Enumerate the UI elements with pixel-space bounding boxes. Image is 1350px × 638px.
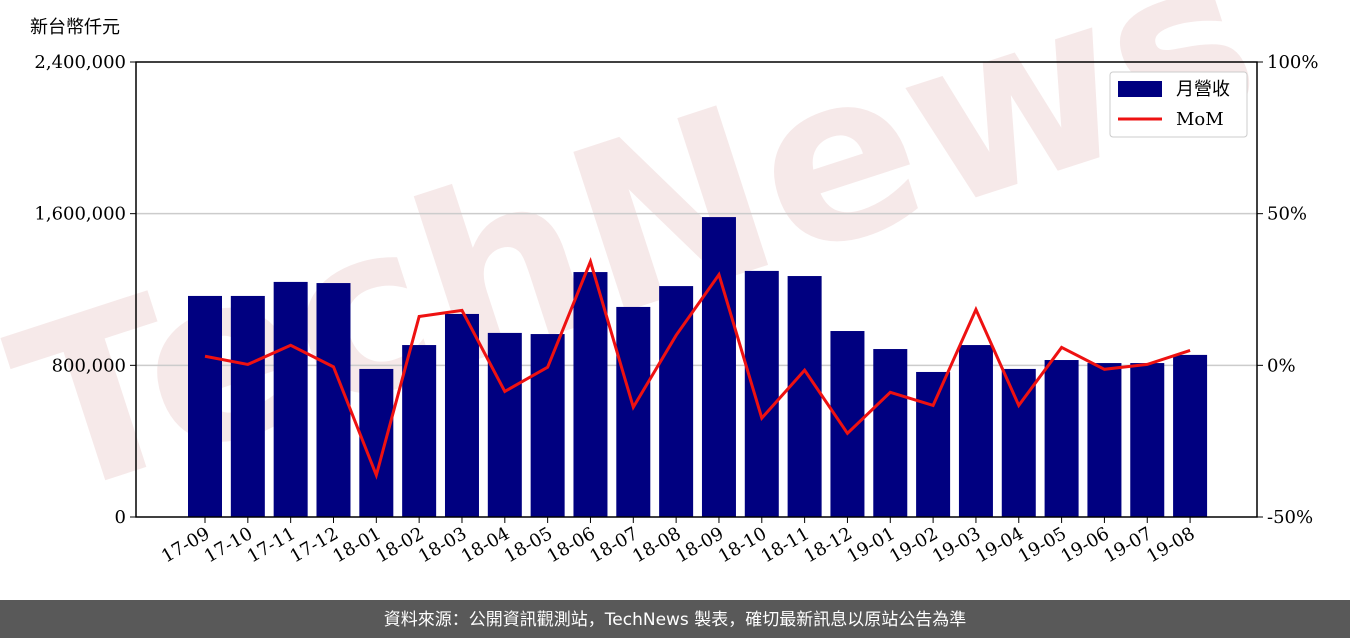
- bar: [744, 270, 779, 517]
- legend-label: MoM: [1176, 109, 1224, 130]
- y2-tick-label: -50%: [1267, 507, 1313, 528]
- bar: [659, 286, 694, 517]
- bar: [487, 332, 522, 517]
- x-tick-label: 19-03: [929, 523, 984, 567]
- x-tick-label: 17-12: [287, 523, 342, 567]
- y-tick-label: 800,000: [52, 355, 126, 376]
- x-tick-label: 19-04: [972, 523, 1027, 567]
- bar: [273, 281, 308, 517]
- x-tick-label: 18-09: [672, 523, 727, 567]
- x-tick-label: 19-01: [843, 523, 898, 567]
- y-tick-label: 2,400,000: [34, 52, 126, 73]
- bar: [916, 371, 951, 517]
- x-tick-label: 18-07: [586, 523, 641, 567]
- legend-swatch: [1118, 81, 1162, 97]
- x-tick-label: 18-04: [458, 523, 513, 567]
- x-tick-label: 19-02: [886, 523, 941, 567]
- bar: [616, 306, 651, 517]
- x-tick-label: 19-05: [1015, 523, 1070, 567]
- y2-tick-label: 100%: [1267, 52, 1318, 73]
- plot-frame: [135, 61, 1258, 518]
- bar: [444, 313, 479, 517]
- legend-label: 月營收: [1176, 79, 1230, 100]
- y-tick-label: 0: [115, 507, 126, 528]
- bar: [873, 349, 908, 517]
- x-tick-label: 17-09: [158, 523, 213, 567]
- bar: [1001, 368, 1036, 517]
- x-tick-label: 17-11: [244, 523, 299, 567]
- bar: [230, 295, 265, 517]
- bar: [402, 345, 437, 517]
- x-tick-label: 18-06: [544, 523, 599, 567]
- bar: [830, 331, 865, 517]
- x-tick-label: 18-08: [629, 523, 684, 567]
- y2-tick-label: 50%: [1267, 204, 1307, 225]
- x-tick-label: 18-03: [415, 523, 470, 567]
- bar: [1130, 363, 1165, 517]
- footer-bar: [0, 600, 1350, 638]
- x-tick-label: 18-11: [758, 523, 813, 567]
- x-tick-label: 17-10: [201, 523, 256, 567]
- bar: [1173, 354, 1208, 517]
- bar: [316, 283, 351, 517]
- x-tick-label: 18-05: [501, 523, 556, 567]
- y-tick-label: 1,600,000: [34, 204, 126, 225]
- x-tick-label: 18-02: [372, 523, 427, 567]
- bar: [1087, 363, 1122, 517]
- bar: [573, 272, 608, 517]
- bar: [1044, 360, 1079, 517]
- y-axis-title: 新台幣仟元: [30, 17, 120, 38]
- bar: [701, 217, 736, 517]
- y2-tick-label: 0%: [1267, 355, 1296, 376]
- line-series: [204, 257, 1191, 480]
- x-tick-label: 18-12: [801, 523, 856, 567]
- bar: [958, 345, 993, 517]
- x-tick-label: 18-01: [329, 523, 384, 567]
- footer: 資料來源：公開資訊觀測站，TechNews 製表，確切最新訊息以原站公告為準: [384, 610, 966, 630]
- x-tick-label: 19-06: [1057, 523, 1112, 567]
- bar: [787, 276, 822, 517]
- bar: [188, 295, 222, 517]
- x-tick-label: 19-08: [1143, 523, 1198, 567]
- x-tick-label: 18-10: [715, 523, 770, 567]
- bar: [530, 334, 565, 517]
- x-tick-label: 19-07: [1100, 523, 1155, 567]
